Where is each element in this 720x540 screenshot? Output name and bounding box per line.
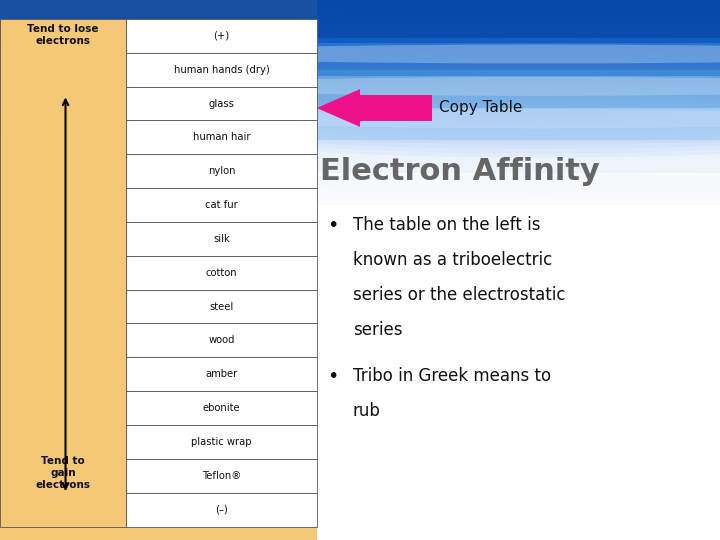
Text: plastic wrap: plastic wrap (191, 437, 252, 447)
Text: human hands (dry): human hands (dry) (174, 65, 269, 75)
Bar (126, 323, 317, 357)
Bar (317, 103, 720, 140)
Ellipse shape (180, 55, 720, 102)
Ellipse shape (180, 44, 720, 89)
Text: series or the electrostatic: series or the electrostatic (353, 286, 565, 304)
Ellipse shape (180, 25, 720, 67)
Ellipse shape (180, 104, 720, 158)
Ellipse shape (180, 0, 720, 28)
Ellipse shape (180, 82, 720, 132)
Text: •: • (328, 367, 339, 386)
Ellipse shape (180, 70, 720, 119)
Text: cotton: cotton (206, 268, 237, 278)
Bar (0, 0, 317, 43)
Text: (–): (–) (215, 504, 228, 515)
Text: ebonite: ebonite (202, 403, 240, 413)
Bar (126, 492, 317, 526)
Text: wood: wood (208, 335, 235, 346)
Ellipse shape (180, 0, 720, 32)
Ellipse shape (180, 59, 720, 106)
Ellipse shape (180, 29, 720, 71)
Text: series: series (353, 321, 402, 339)
Ellipse shape (180, 17, 720, 58)
Text: Tend to lose
electrons: Tend to lose electrons (27, 24, 99, 46)
Ellipse shape (180, 100, 720, 153)
Bar (126, 120, 317, 154)
Ellipse shape (180, 66, 720, 114)
Ellipse shape (180, 21, 720, 63)
Ellipse shape (180, 63, 720, 110)
Ellipse shape (180, 51, 720, 97)
Ellipse shape (180, 0, 720, 6)
Bar (126, 154, 317, 188)
Ellipse shape (180, 0, 720, 11)
Text: Tribo in Greek means to: Tribo in Greek means to (353, 367, 551, 385)
Ellipse shape (180, 36, 720, 80)
Bar (126, 53, 317, 86)
Ellipse shape (223, 141, 720, 160)
Bar (0, 0, 317, 540)
Bar (126, 19, 317, 53)
Bar (317, 38, 720, 76)
Text: glass: glass (209, 98, 234, 109)
Ellipse shape (180, 2, 720, 41)
Ellipse shape (180, 14, 720, 54)
Text: nylon: nylon (207, 166, 235, 176)
Ellipse shape (144, 45, 720, 64)
Ellipse shape (180, 40, 720, 84)
Bar (317, 0, 720, 43)
Text: The table on the left is: The table on the left is (353, 216, 540, 234)
Text: human hair: human hair (193, 132, 250, 143)
Ellipse shape (180, 74, 720, 123)
Bar (126, 256, 317, 289)
Ellipse shape (180, 32, 720, 76)
Bar (126, 425, 317, 459)
Bar (0, 38, 317, 76)
Ellipse shape (180, 0, 720, 19)
Bar (126, 459, 317, 492)
Bar (0, 70, 317, 108)
Ellipse shape (180, 0, 720, 24)
FancyArrow shape (317, 89, 432, 127)
Ellipse shape (198, 109, 720, 128)
Text: cat fur: cat fur (205, 200, 238, 210)
Ellipse shape (180, 0, 720, 15)
Bar (126, 391, 317, 425)
Text: silk: silk (213, 234, 230, 244)
Bar (126, 357, 317, 391)
Ellipse shape (252, 174, 720, 193)
Ellipse shape (180, 0, 720, 2)
Ellipse shape (180, 10, 720, 50)
Text: Electron Affinity: Electron Affinity (320, 157, 600, 186)
Text: (+): (+) (213, 31, 230, 41)
Bar (0, 135, 317, 173)
Bar (126, 188, 317, 222)
Ellipse shape (180, 89, 720, 140)
Text: steel: steel (210, 301, 233, 312)
Bar (317, 135, 720, 173)
Ellipse shape (180, 97, 720, 149)
Text: •: • (328, 216, 339, 235)
Ellipse shape (180, 6, 720, 45)
Ellipse shape (180, 77, 720, 96)
Bar (0, 19, 126, 526)
Bar (126, 86, 317, 120)
Text: Tend to
gain
electrons: Tend to gain electrons (35, 456, 91, 489)
Ellipse shape (180, 85, 720, 136)
Ellipse shape (180, 48, 720, 93)
Ellipse shape (180, 78, 720, 127)
Text: Teflon®: Teflon® (202, 471, 241, 481)
Text: amber: amber (205, 369, 238, 379)
Bar (317, 70, 720, 108)
Bar (0, 103, 317, 140)
Text: known as a triboelectric: known as a triboelectric (353, 251, 552, 269)
Bar (126, 222, 317, 256)
Bar (317, 173, 720, 205)
Bar (126, 289, 317, 323)
Ellipse shape (180, 0, 720, 37)
Ellipse shape (180, 93, 720, 145)
Text: Copy Table: Copy Table (439, 100, 523, 115)
Text: rub: rub (353, 402, 381, 420)
